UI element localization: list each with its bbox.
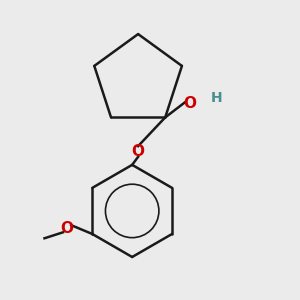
Text: O: O: [132, 144, 145, 159]
Text: O: O: [184, 96, 196, 111]
Text: O: O: [60, 221, 73, 236]
Text: H: H: [211, 91, 223, 105]
